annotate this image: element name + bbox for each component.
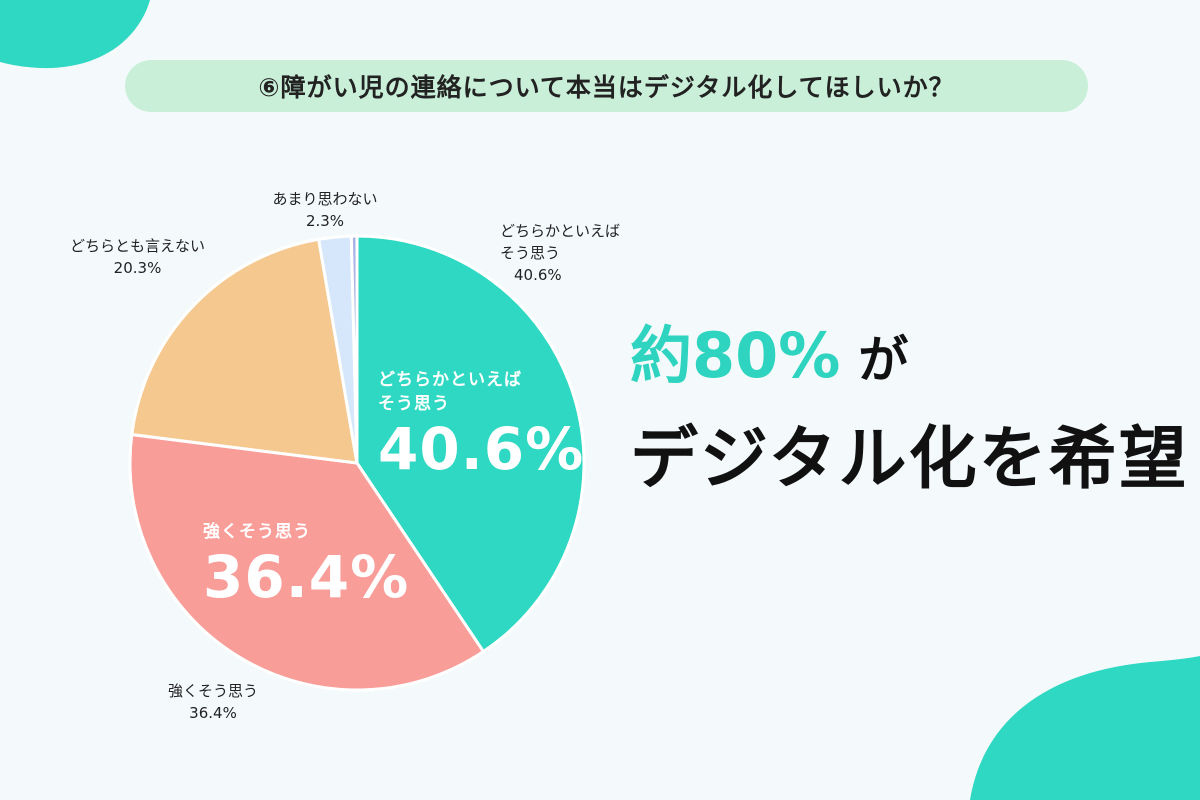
headline: 約80% が デジタル化を希望 (630, 305, 1189, 502)
pie-slice-1 (128, 432, 486, 692)
outside-label-somewhat-agree: どちらかといえば そう思う 40.6% (500, 222, 621, 284)
pie-slice-0 (355, 234, 586, 654)
outside-label-rarely: あまり思わない 2.3% (272, 190, 378, 230)
outside-label-strongly-agree: 強くそう思う 36.4% (167, 682, 258, 722)
decorative-blob-bottom-right (970, 656, 1200, 800)
headline-accent: 約80% (630, 319, 841, 392)
question-title: ⑥障がい児の連絡について本当はデジタル化してほしいか？ (125, 60, 1088, 112)
decorative-blob-top-left (0, 0, 150, 69)
pie-slice-2 (130, 237, 359, 465)
inside-label-somewhat-agree: どちらかといえば そう思う 40.6% (378, 370, 585, 483)
inside-label-strongly-agree: 強くそう思う 36.4% (203, 522, 410, 611)
headline-particle: が (858, 331, 909, 389)
outside-label-neutral: どちらとも言えない 20.3% (69, 237, 205, 277)
headline-line2: デジタル化を希望 (630, 420, 1189, 499)
pie-slice-4 (349, 234, 359, 464)
